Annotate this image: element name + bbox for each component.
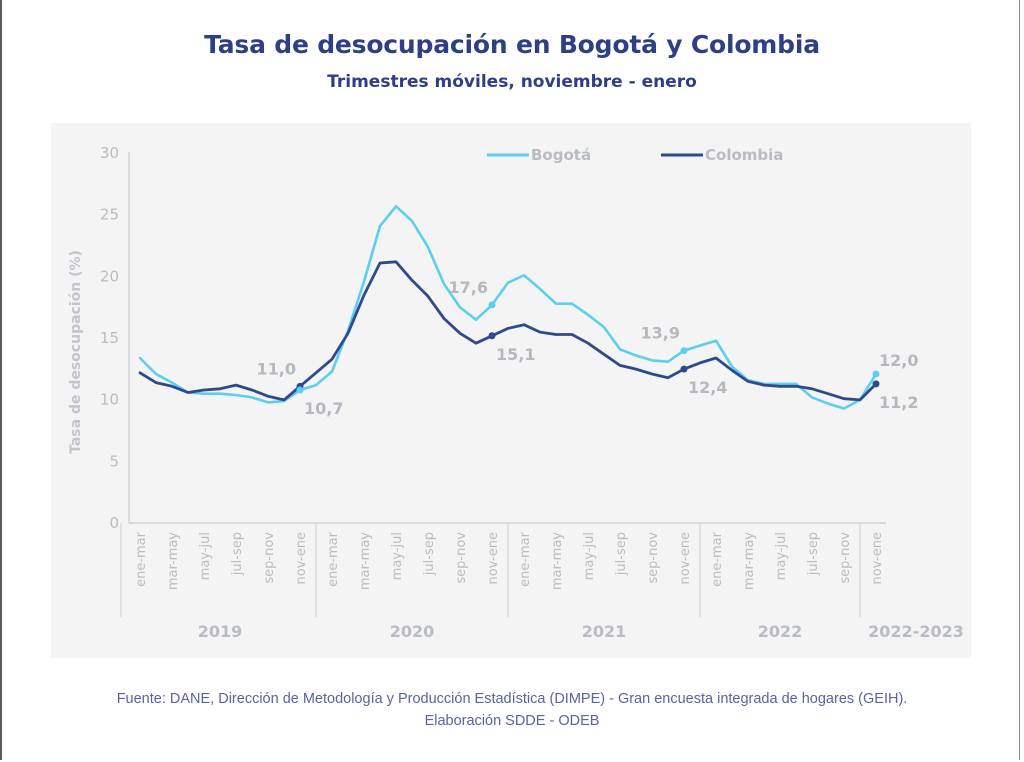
series-line-colombia <box>138 260 878 402</box>
x-tick-label: may-jul <box>582 532 597 580</box>
x-tick-label: may-jul <box>198 532 213 580</box>
year-group-label: 2022-2023 <box>868 622 964 641</box>
y-tick-label: 20 <box>100 267 119 285</box>
y-tick-label: 30 <box>100 144 119 162</box>
source-line: Fuente: DANE, Dirección de Metodología y… <box>116 691 908 707</box>
axes: 0 5 10 15 20 25 30 Tasa de desocupación (%) ene-… <box>68 144 964 641</box>
year-group-label: 2022 <box>758 622 803 641</box>
x-tick-label: ene-mar <box>518 531 533 587</box>
y-tick-label: 10 <box>100 391 119 409</box>
data-label: 15,1 <box>496 345 535 364</box>
x-tick-label: ene-mar <box>134 531 149 587</box>
x-tick-label: nov-ene <box>870 532 885 584</box>
year-group-label: 2021 <box>582 622 627 641</box>
x-tick-label: may-jul <box>774 532 789 580</box>
data-label: 10,7 <box>304 399 343 418</box>
data-label: 13,9 <box>641 324 680 343</box>
legend: Bogotá Colombia <box>487 146 783 164</box>
x-tick-label: jul-sep <box>422 532 437 576</box>
legend-label: Colombia <box>705 146 783 164</box>
x-tick-label: may-jul <box>390 532 405 580</box>
data-label: 17,6 <box>449 278 488 297</box>
data-label: 12,0 <box>879 351 918 370</box>
data-point-marker <box>872 370 880 378</box>
chart-title: Tasa de desocupación en Bogotá y Colombi… <box>204 30 820 59</box>
x-tick-label: ene-mar <box>326 531 341 587</box>
chart-panel: 0 5 10 15 20 25 30 Tasa de desocupación (%) ene-… <box>51 123 971 658</box>
data-point-marker <box>296 386 304 394</box>
x-tick-label: jul-sep <box>230 532 245 576</box>
x-tick-label: mar-may <box>742 532 757 590</box>
year-group-label: 2020 <box>390 622 435 641</box>
annotations: 11,0 10,7 17,6 15,1 13,9 12,4 12,0 11,2 <box>257 278 919 418</box>
x-tick-label: sep-nov <box>646 532 661 584</box>
x-tick-label: mar-may <box>358 532 373 590</box>
data-point-marker <box>488 301 496 309</box>
x-tick-label: nov-ene <box>486 532 501 584</box>
x-tick-label: mar-may <box>166 532 181 590</box>
data-point-marker <box>680 347 688 355</box>
x-tick-label: sep-nov <box>838 532 853 584</box>
y-tick-label: 25 <box>100 206 119 224</box>
data-label: 12,4 <box>688 378 727 397</box>
y-tick-label: 15 <box>100 329 119 347</box>
y-tick-label: 0 <box>109 514 119 532</box>
series-line-bogot <box>138 205 878 410</box>
data-point-marker <box>872 380 880 388</box>
x-tick-label: sep-nov <box>262 532 277 584</box>
y-tick-label: 5 <box>109 452 119 470</box>
x-tick-label: jul-sep <box>614 532 629 576</box>
line-chart: 0 5 10 15 20 25 30 Tasa de desocupación (%) ene-… <box>68 144 964 641</box>
data-label: 11,2 <box>879 393 918 412</box>
data-label: 11,0 <box>257 359 296 378</box>
x-tick-label: ene-mar <box>710 531 725 587</box>
x-tick-label: mar-may <box>550 532 565 590</box>
x-tick-label: nov-ene <box>294 532 309 584</box>
x-tick-label: sep-nov <box>454 532 469 584</box>
credit-line: Elaboración SDDE - ODEB <box>424 713 600 729</box>
data-point-marker <box>488 332 496 340</box>
y-axis-title: Tasa de desocupación (%) <box>68 250 84 454</box>
data-point-marker <box>680 365 688 373</box>
series-lines <box>138 205 878 410</box>
source-note: Fuente: DANE, Dirección de Metodología y… <box>0 688 1024 732</box>
x-tick-label: jul-sep <box>806 532 821 576</box>
chart-subtitle: Trimestres móviles, noviembre - enero <box>327 72 697 92</box>
year-group-label: 2019 <box>198 622 243 641</box>
legend-label: Bogotá <box>531 146 591 164</box>
x-tick-label: nov-ene <box>678 532 693 584</box>
